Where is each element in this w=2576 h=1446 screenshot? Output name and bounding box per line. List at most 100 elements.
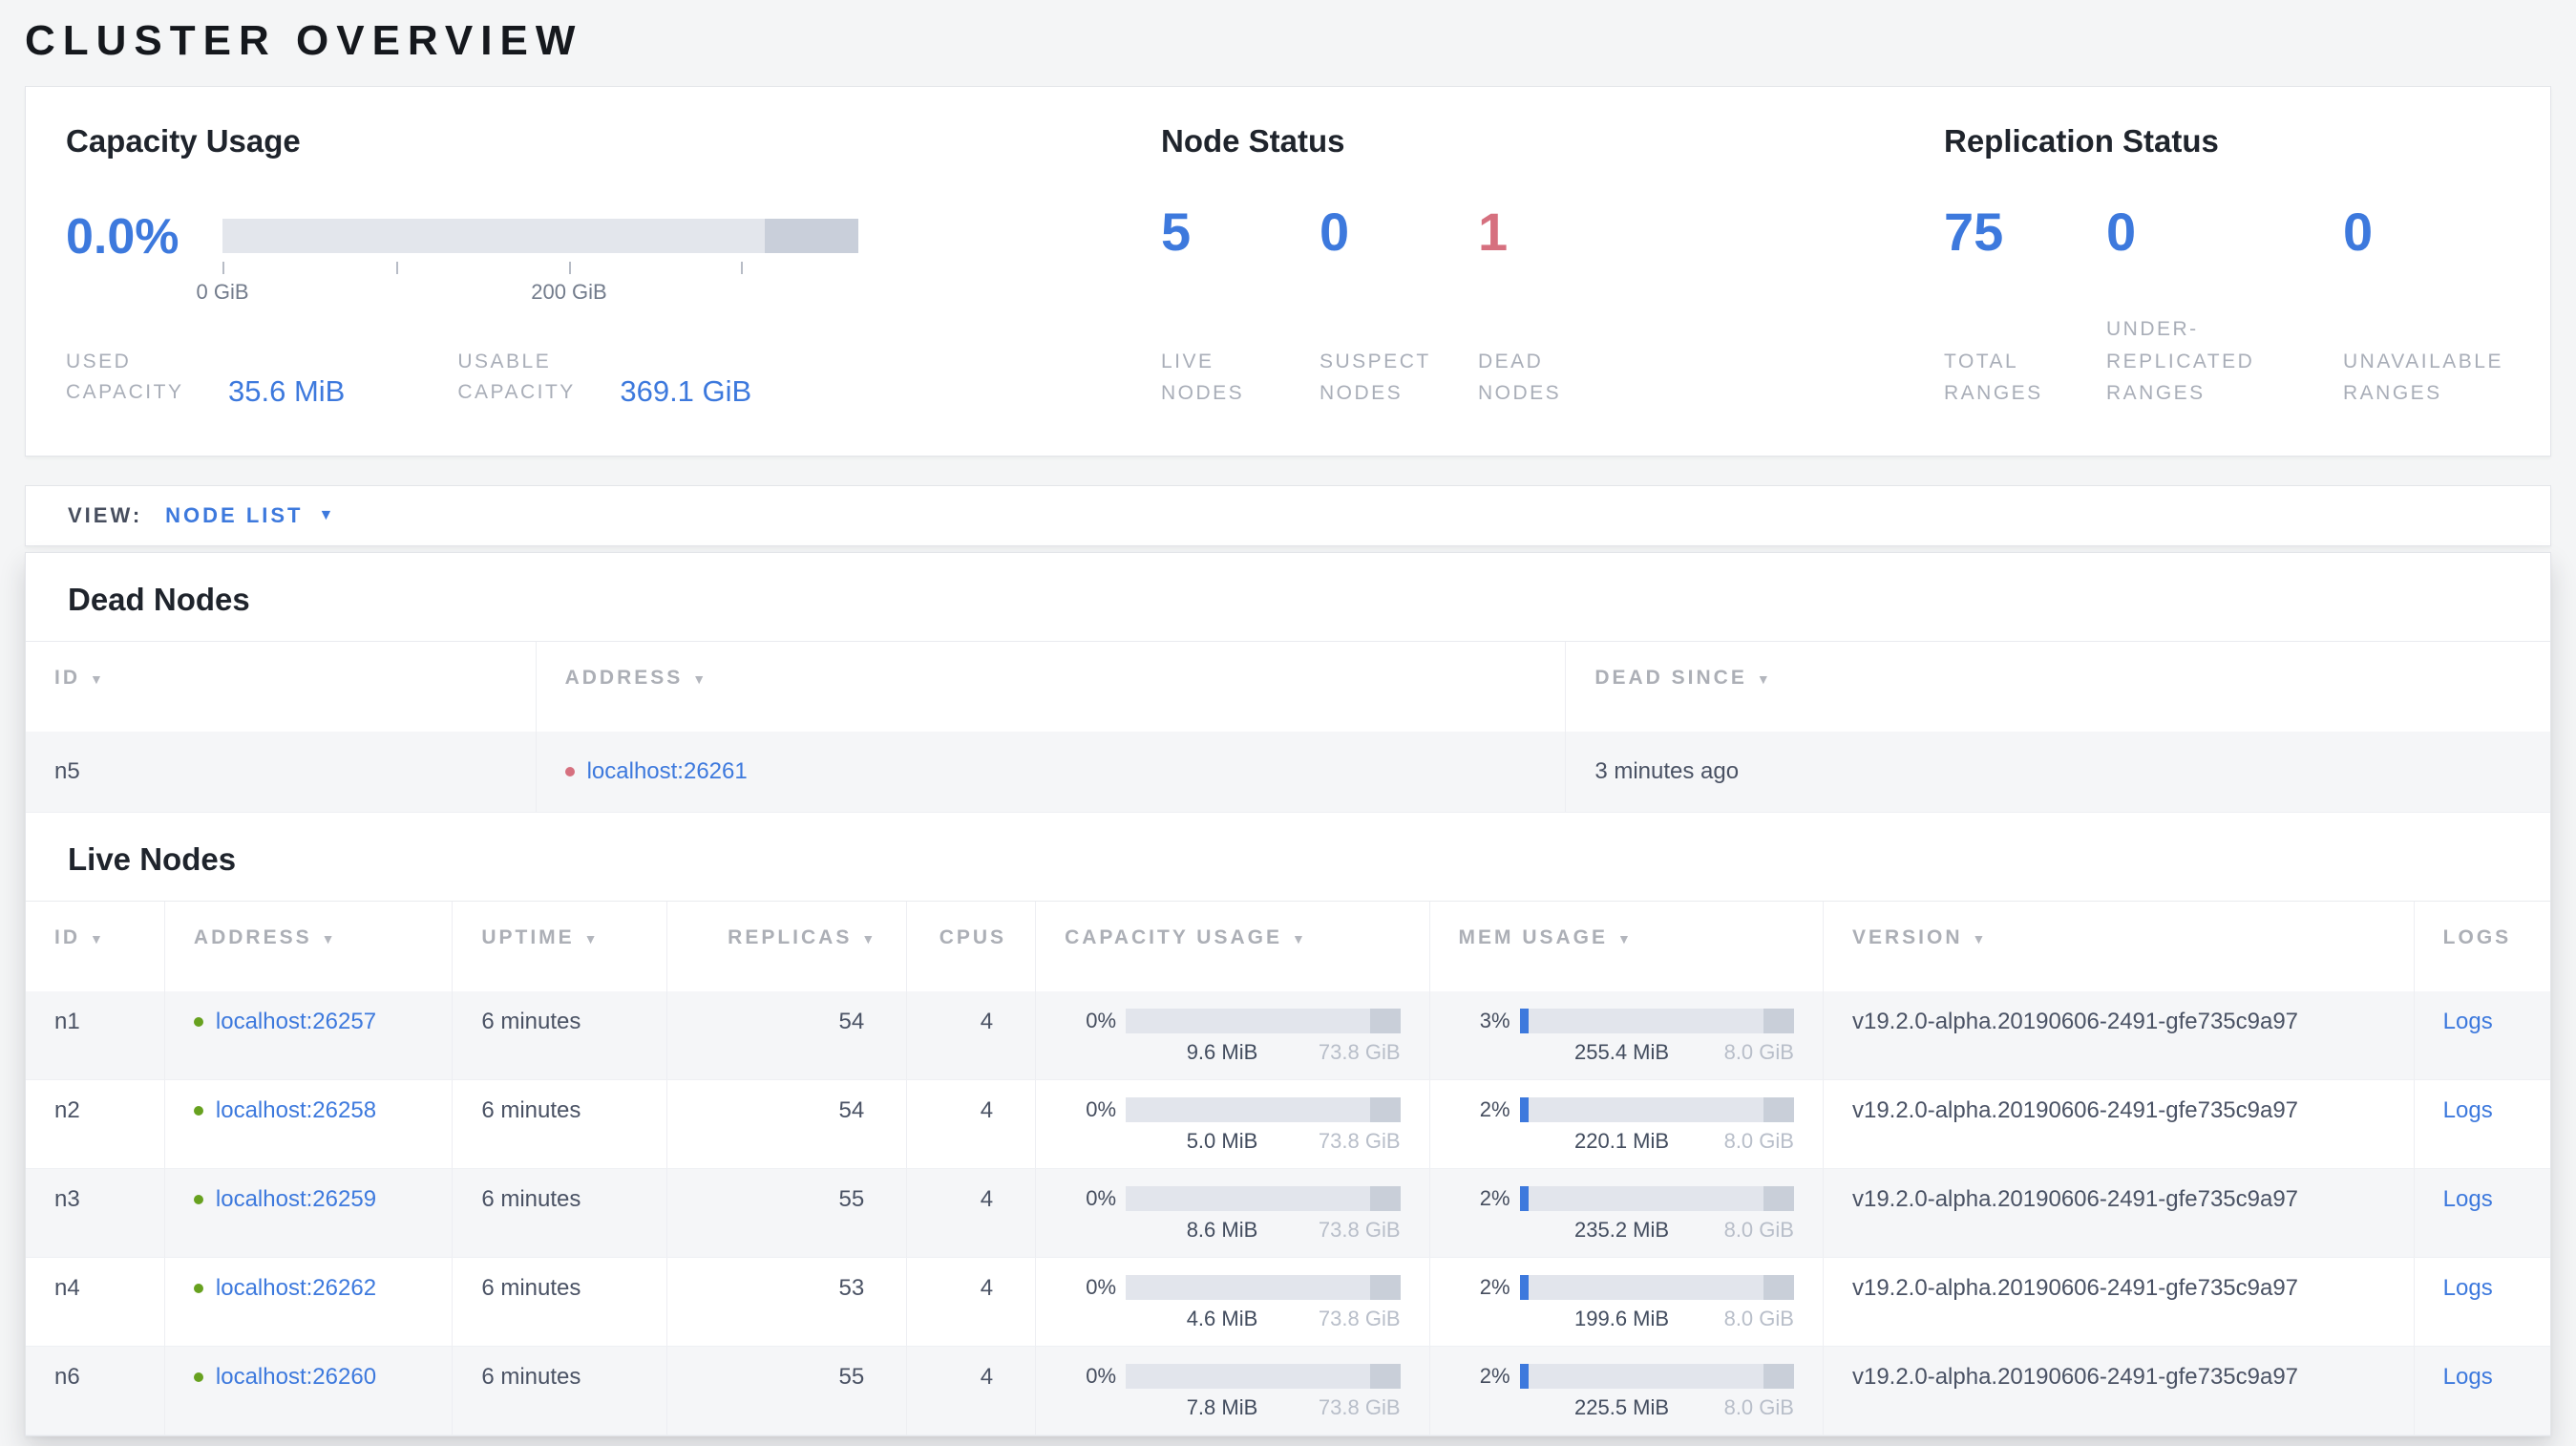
usage-bar-area: 7.8 MiB 73.8 GiB: [1126, 1364, 1401, 1419]
dead-nodes-table-header: ID ▼ ADDRESS ▼ DEAD SINCE ▼: [26, 641, 2550, 732]
usage-bar-area: 9.6 MiB 73.8 GiB: [1126, 1009, 1401, 1064]
sort-descending-icon: ▼: [583, 931, 601, 946]
usage-bar-area: 235.2 MiB 8.0 GiB: [1519, 1186, 1794, 1242]
usage-widget: 0% 5.0 MiB 73.8 GiB: [1065, 1097, 1401, 1153]
usage-bar-reserved-segment: [1763, 1097, 1794, 1122]
replicas-cell: 54: [666, 1079, 907, 1169]
usage-bar-reserved-segment: [1763, 1364, 1794, 1389]
live-status-dot-icon: [193, 1106, 203, 1116]
column-header-version[interactable]: VERSION ▼: [1822, 901, 2415, 991]
uptime-cell: 6 minutes: [452, 991, 667, 1080]
address-cell: localhost:26257: [163, 991, 453, 1080]
cpus-cell: 4: [906, 991, 1036, 1080]
usage-bar-area: 5.0 MiB 73.8 GiB: [1126, 1097, 1401, 1153]
column-header-capacity[interactable]: CAPACITY USAGE ▼: [1035, 901, 1430, 991]
node-status-section: Node Status 5 LIVE NODES 0 SUSPECT NODES…: [1161, 123, 1944, 456]
column-header-replicas[interactable]: REPLICAS ▼: [666, 901, 907, 991]
usable-capacity-stat: USABLE CAPACITY 369.1 GiB: [457, 347, 752, 408]
usage-percent: 0%: [1086, 1186, 1117, 1210]
column-label: LOGS: [2442, 926, 2512, 948]
logs-link[interactable]: Logs: [2442, 1364, 2493, 1390]
address-cell: localhost:26258: [163, 1079, 453, 1169]
usage-values: 4.6 MiB 73.8 GiB: [1126, 1308, 1401, 1330]
version-cell: v19.2.0-alpha.20190606-2491-gfe735c9a97: [1822, 991, 2415, 1080]
column-header-dead-since[interactable]: DEAD SINCE ▼: [1565, 641, 2550, 732]
used-capacity-stat: USED CAPACITY 35.6 MiB: [66, 347, 345, 408]
column-label: CPUS: [939, 926, 1007, 948]
usage-bar-track: [1126, 1097, 1401, 1122]
usage-bar-area: 255.4 MiB 8.0 GiB: [1519, 1009, 1794, 1064]
column-label: ADDRESS: [193, 926, 312, 948]
dead-since-cell: 3 minutes ago: [1565, 732, 2550, 813]
page-title: CLUSTER OVERVIEW: [25, 17, 583, 64]
column-header-memory[interactable]: MEM USAGE ▼: [1428, 901, 1824, 991]
capacity-cell: 0% 9.6 MiB 73.8 GiB: [1035, 991, 1430, 1080]
used-value: 7.8 MiB: [1186, 1395, 1258, 1419]
usage-widget: 3% 255.4 MiB 8.0 GiB: [1459, 1009, 1794, 1064]
view-dropdown[interactable]: NODE LIST ▼: [165, 503, 333, 528]
node-address-link[interactable]: localhost:26259: [215, 1186, 377, 1212]
column-header-id[interactable]: ID ▼: [26, 641, 537, 732]
axis-tick: [395, 262, 398, 274]
sort-descending-icon: ▼: [861, 931, 878, 946]
capacity-cell: 0% 4.6 MiB 73.8 GiB: [1035, 1257, 1430, 1347]
capacity-cell: 0% 5.0 MiB 73.8 GiB: [1035, 1079, 1430, 1169]
node-address-link[interactable]: localhost:26260: [215, 1364, 377, 1390]
column-label: ID: [54, 926, 80, 948]
node-address-link[interactable]: localhost:26257: [215, 1009, 377, 1034]
column-header-uptime[interactable]: UPTIME ▼: [452, 901, 667, 991]
usage-widget: 2% 225.5 MiB 8.0 GiB: [1459, 1364, 1794, 1419]
usage-bar-track: [1126, 1009, 1401, 1033]
column-header-id[interactable]: ID ▼: [26, 901, 165, 991]
usable-capacity-value: 369.1 GiB: [620, 374, 752, 408]
address-cell: localhost:26259: [163, 1168, 453, 1258]
node-address-link[interactable]: localhost:26258: [215, 1097, 377, 1123]
logs-cell: Logs: [2413, 1346, 2550, 1435]
live-status-dot-icon: [193, 1284, 203, 1293]
usage-widget: 0% 9.6 MiB 73.8 GiB: [1065, 1009, 1401, 1064]
column-label: VERSION: [1851, 926, 1963, 948]
logs-link[interactable]: Logs: [2442, 1097, 2493, 1123]
sort-descending-icon: ▼: [90, 671, 106, 687]
sort-descending-icon: ▼: [1756, 671, 1773, 687]
unavailable-ranges-count: 0: [2343, 202, 2374, 262]
cluster-summary-card: Capacity Usage 0.0% 0 GiB 200 GiB: [25, 86, 2551, 457]
axis-tick: [568, 262, 571, 274]
logs-link[interactable]: Logs: [2442, 1186, 2493, 1212]
address-cell: localhost:26262: [163, 1257, 453, 1347]
capacity-usage-section: Capacity Usage 0.0% 0 GiB 200 GiB: [66, 123, 1161, 456]
logs-cell: Logs: [2413, 1257, 2550, 1347]
live-nodes-label: LIVE NODES: [1161, 350, 1245, 405]
usage-percent: 0%: [1086, 1009, 1117, 1032]
sort-descending-icon: ▼: [1972, 931, 1989, 946]
used-capacity-label: USED CAPACITY: [66, 351, 184, 403]
view-label: VIEW:: [68, 503, 143, 527]
table-row-n2: n2 localhost:26258 6 minutes 54 4 0% 5.0 MiB 73…: [26, 1079, 2550, 1169]
id-cell: n6: [26, 1346, 165, 1435]
usage-percent: 0%: [1086, 1275, 1117, 1299]
usage-values: 5.0 MiB 73.8 GiB: [1126, 1130, 1401, 1153]
id-cell: n5: [26, 732, 537, 813]
memory-cell: 2% 220.1 MiB 8.0 GiB: [1428, 1079, 1824, 1169]
id-cell: n3: [26, 1168, 165, 1258]
live-nodes-table-header: ID ▼ ADDRESS ▼ UPTIME ▼ REPLICAS ▼ CPUS CAPACITY …: [26, 901, 2550, 991]
logs-link[interactable]: Logs: [2442, 1275, 2493, 1301]
used-value: 9.6 MiB: [1186, 1040, 1258, 1064]
usage-bar-fill: [1519, 1186, 1529, 1211]
usage-widget: 2% 235.2 MiB 8.0 GiB: [1459, 1186, 1794, 1242]
logs-link[interactable]: Logs: [2442, 1009, 2493, 1034]
suspect-nodes-stat: 0 SUSPECT NODES: [1320, 205, 1478, 410]
column-header-address[interactable]: ADDRESS ▼: [163, 901, 453, 991]
column-header-cpus: CPUS: [906, 901, 1036, 991]
column-header-address[interactable]: ADDRESS ▼: [535, 641, 1566, 732]
node-address-link[interactable]: localhost:26262: [215, 1275, 377, 1301]
replicas-cell: 55: [666, 1168, 907, 1258]
id-cell: n2: [26, 1079, 165, 1169]
sort-descending-icon: ▼: [1291, 931, 1308, 946]
usage-widget: 2% 199.6 MiB 8.0 GiB: [1459, 1275, 1794, 1330]
node-address-link[interactable]: localhost:26261: [586, 758, 748, 784]
under-replicated-ranges-label: UNDER- REPLICATED RANGES: [2106, 318, 2255, 405]
usage-bar-fill: [1519, 1009, 1529, 1033]
capacity-bar-track: [222, 219, 858, 253]
usage-widget: 0% 7.8 MiB 73.8 GiB: [1065, 1364, 1401, 1419]
